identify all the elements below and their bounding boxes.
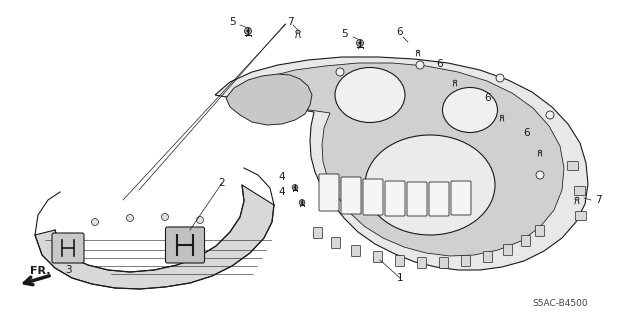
- FancyBboxPatch shape: [575, 187, 586, 196]
- Ellipse shape: [575, 197, 579, 200]
- FancyBboxPatch shape: [536, 226, 545, 236]
- Circle shape: [161, 213, 168, 220]
- Circle shape: [496, 74, 504, 82]
- Text: 3: 3: [65, 265, 71, 275]
- Text: 5: 5: [342, 29, 348, 39]
- FancyBboxPatch shape: [407, 182, 427, 216]
- Ellipse shape: [538, 150, 541, 152]
- FancyBboxPatch shape: [341, 177, 361, 214]
- FancyBboxPatch shape: [461, 256, 470, 266]
- Text: 4: 4: [278, 187, 285, 197]
- FancyBboxPatch shape: [166, 227, 205, 263]
- Text: 1: 1: [397, 273, 403, 283]
- FancyBboxPatch shape: [396, 256, 404, 266]
- FancyBboxPatch shape: [451, 181, 471, 215]
- Circle shape: [196, 217, 204, 224]
- Text: 5: 5: [228, 17, 236, 27]
- Text: S5AC-B4500: S5AC-B4500: [532, 299, 588, 308]
- FancyBboxPatch shape: [374, 251, 383, 263]
- Text: 7: 7: [595, 195, 602, 205]
- FancyBboxPatch shape: [522, 235, 531, 247]
- Circle shape: [301, 201, 303, 203]
- FancyBboxPatch shape: [351, 246, 360, 256]
- FancyBboxPatch shape: [429, 182, 449, 216]
- Text: FR.: FR.: [29, 266, 51, 276]
- Circle shape: [300, 200, 305, 205]
- FancyBboxPatch shape: [314, 227, 323, 239]
- Circle shape: [92, 219, 99, 226]
- Circle shape: [247, 30, 249, 32]
- FancyBboxPatch shape: [568, 161, 579, 170]
- Circle shape: [244, 27, 252, 34]
- Circle shape: [356, 40, 364, 47]
- FancyBboxPatch shape: [417, 257, 426, 269]
- Ellipse shape: [442, 87, 497, 132]
- Text: 4: 4: [278, 172, 285, 182]
- Text: 2: 2: [219, 178, 225, 188]
- FancyBboxPatch shape: [332, 238, 340, 249]
- Ellipse shape: [296, 30, 300, 33]
- Ellipse shape: [453, 80, 457, 83]
- Text: 6: 6: [484, 93, 492, 103]
- Circle shape: [546, 111, 554, 119]
- Polygon shape: [228, 63, 564, 256]
- Circle shape: [292, 185, 298, 190]
- Circle shape: [336, 68, 344, 76]
- FancyBboxPatch shape: [483, 251, 493, 263]
- FancyBboxPatch shape: [363, 179, 383, 215]
- Text: 6: 6: [397, 27, 403, 37]
- Polygon shape: [35, 185, 274, 289]
- Text: 7: 7: [287, 17, 293, 27]
- Circle shape: [127, 214, 134, 221]
- Text: 6: 6: [436, 59, 444, 69]
- FancyBboxPatch shape: [575, 211, 586, 220]
- Polygon shape: [215, 57, 588, 270]
- Circle shape: [359, 42, 361, 44]
- Circle shape: [536, 171, 544, 179]
- FancyBboxPatch shape: [385, 181, 405, 216]
- Ellipse shape: [335, 68, 405, 122]
- FancyBboxPatch shape: [504, 244, 513, 256]
- Circle shape: [294, 186, 296, 188]
- FancyBboxPatch shape: [440, 257, 449, 269]
- FancyBboxPatch shape: [319, 174, 339, 211]
- Ellipse shape: [365, 135, 495, 235]
- Polygon shape: [226, 74, 312, 125]
- FancyBboxPatch shape: [52, 233, 84, 263]
- Ellipse shape: [416, 50, 420, 53]
- Ellipse shape: [500, 115, 504, 118]
- Circle shape: [416, 61, 424, 69]
- Text: 6: 6: [524, 128, 531, 138]
